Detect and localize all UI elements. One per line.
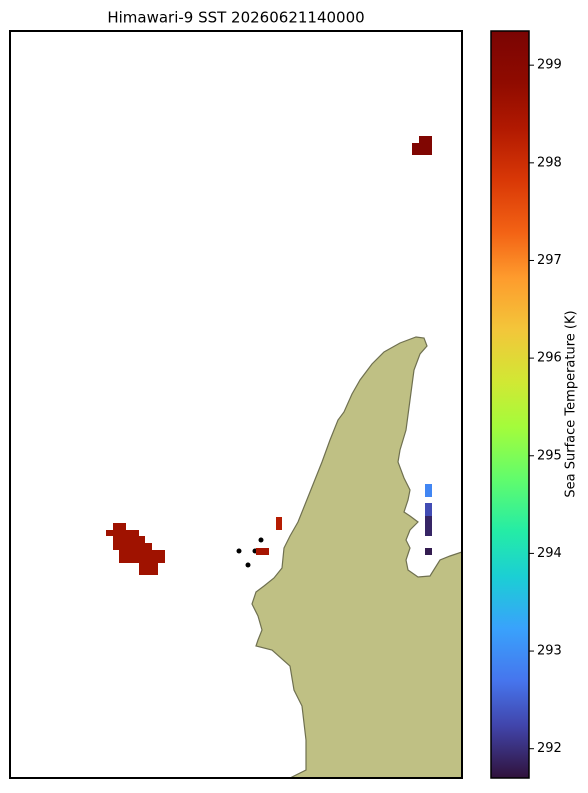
station — [236, 548, 242, 554]
station — [245, 562, 251, 568]
sst-cell — [425, 548, 432, 555]
colorbar — [490, 30, 530, 779]
sst-cell — [256, 548, 269, 555]
sst-pixel — [113, 543, 152, 550]
sst-pixel — [106, 530, 139, 536]
colorbar-tick-label: 297 — [537, 253, 562, 268]
sst-pixel — [419, 136, 432, 144]
sst-pixel — [276, 517, 282, 530]
sst-cell — [425, 503, 432, 516]
colorbar-tick-label: 295 — [537, 448, 562, 463]
colorbar-tick-label: 294 — [537, 546, 562, 561]
sst-pixel — [119, 557, 165, 563]
sst-pixel — [113, 536, 145, 543]
sst-pixel — [113, 523, 126, 530]
sst-pixel — [139, 563, 158, 575]
sst-cell — [276, 517, 282, 530]
colorbar-tick-label: 296 — [537, 351, 562, 366]
sst-pixel — [412, 143, 432, 155]
sst-cell — [412, 136, 432, 155]
sst-pixel — [425, 548, 432, 555]
sst-cell — [106, 523, 165, 575]
sst-pixel — [425, 484, 432, 497]
colorbar-tick-label: 298 — [537, 155, 562, 170]
station — [258, 537, 264, 543]
colorbar-tick-label: 293 — [537, 644, 562, 659]
sst-cell — [425, 484, 432, 497]
sst-cell — [425, 516, 432, 536]
sst-pixel — [425, 503, 432, 516]
sst-pixel — [425, 516, 432, 536]
map-frame — [9, 30, 463, 779]
map-title: Himawari-9 SST 20260621140000 — [107, 9, 364, 27]
colorbar-label: Sea Surface Temperature (K) — [564, 310, 579, 497]
colorbar-tick-label: 292 — [537, 741, 562, 756]
sst-pixel — [119, 550, 165, 557]
colorbar-tick-label: 299 — [537, 58, 562, 73]
land — [251, 336, 462, 778]
sst-pixel — [256, 548, 269, 555]
map-area — [106, 136, 462, 778]
